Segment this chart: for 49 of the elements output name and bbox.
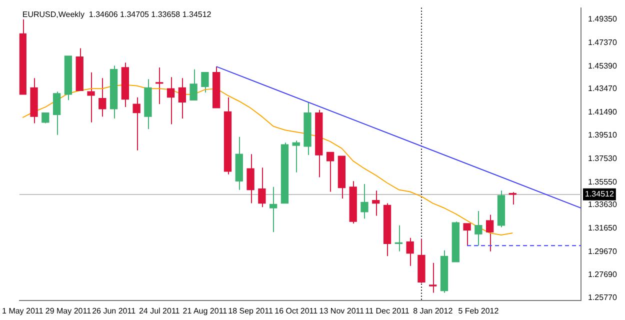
candlestick [269,186,278,233]
candlestick [326,152,334,192]
candlestick [42,112,50,124]
ref-line-label: 1.34512 [585,190,614,199]
y-tick-label: 1.49350 [588,14,618,24]
candlestick [292,140,300,173]
candlestick [246,154,254,204]
candlestick [429,262,437,294]
x-tick-label: 26 Jun 2011 [92,306,136,316]
candlestick [52,91,61,136]
y-tick-label: 1.47370 [588,38,618,47]
candlestick [508,192,516,206]
y-tick-label: 1.31650 [588,223,618,232]
candlestick [156,67,164,105]
y-tick-label: 1.29670 [588,246,618,256]
y-tick-label: 1.25770 [588,292,618,302]
candlestick [201,72,209,94]
y-tick-label: 1.33630 [588,200,618,210]
x-tick-label: 18 Sep 2011 [228,306,274,316]
candlestick [372,190,380,216]
candlestick [258,167,266,208]
y-tick-label: 1.37530 [588,154,618,164]
candlestick [474,210,482,246]
candlestick [132,96,140,151]
chart-title: EURUSD,Weekly 1.34606 1.34705 1.33658 1.34512 [22,10,212,20]
x-tick-label: 16 Oct 2011 [274,306,318,316]
candlestick [463,222,471,246]
x-tick-label: 24 Jul 2011 [138,306,180,316]
candlestick [190,68,198,101]
candlestick [87,72,95,123]
x-tick-label: 21 Aug 2011 [182,306,228,316]
y-tick-label: 1.27690 [588,270,618,280]
y-tick-label: 1.43470 [588,84,618,93]
y-tick-label: 1.35550 [588,177,618,186]
x-tick-label: 5 Feb 2012 [458,306,500,316]
x-tick-label: 29 May 2011 [45,306,92,316]
y-tick-label: 1.45390 [588,61,618,70]
candlestick [166,76,175,125]
x-tick-label: 1 May 2011 [2,306,44,316]
candlestick [486,214,494,252]
y-tick-label: 1.39510 [588,130,618,140]
y-tick-label: 1.41490 [588,107,618,116]
x-tick-label: 11 Dec 2011 [365,306,410,316]
x-tick-label: 13 Nov 2011 [319,306,365,316]
candlestick [406,237,414,266]
x-tick-label: 8 Jan 2012 [413,306,454,316]
candlestick [360,183,368,220]
candlestick [178,78,186,119]
candlestick [98,78,106,118]
